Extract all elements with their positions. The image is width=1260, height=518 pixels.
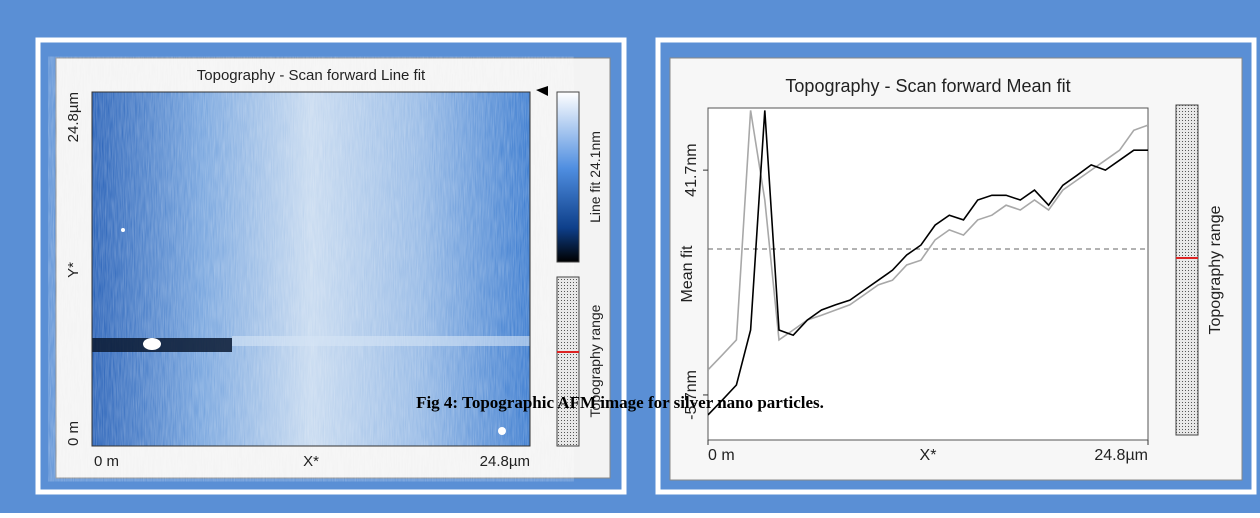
x-label: X* [920,447,937,464]
afm-noise [92,92,530,446]
afm-streak [92,338,232,352]
y-label: Y* [65,262,82,278]
x-tick-label: 24.8µm [480,453,530,470]
range-label: Topography range [587,304,603,417]
caption: Fig 4: Topographic AFM image for silver … [416,393,824,412]
afm-particle [143,338,161,350]
afm-particle [498,427,506,435]
plot-area [707,107,1149,441]
y-tick-label: 0 m [65,421,82,446]
profile-line [708,110,1148,416]
x-tick-label: 24.8µm [1094,447,1148,464]
range-label: Topography range [1207,205,1224,334]
chart-title: Topography - Scan forward Mean fit [785,76,1070,96]
y-tick-label: 41.7nm [683,143,700,196]
marker [536,86,548,96]
afm-particle [121,228,125,232]
y-label: Mean fit [679,245,696,302]
panel-title: Topography - Scan forward Line fit [197,67,426,84]
x-label: X* [303,453,319,470]
y-tick-label: -5.7nm [683,370,700,420]
y-tick-label: 24.8µm [65,92,82,142]
image-border [91,91,531,447]
x-tick-label: 0 m [708,447,735,464]
profile-line [708,110,1148,371]
range-bar [1175,104,1199,436]
range-bar [556,276,580,447]
colorbar [556,91,580,263]
colorbar-label: Line fit 24.1nm [587,131,603,223]
x-tick-label: 0 m [94,453,119,470]
afm-streak [232,336,530,346]
